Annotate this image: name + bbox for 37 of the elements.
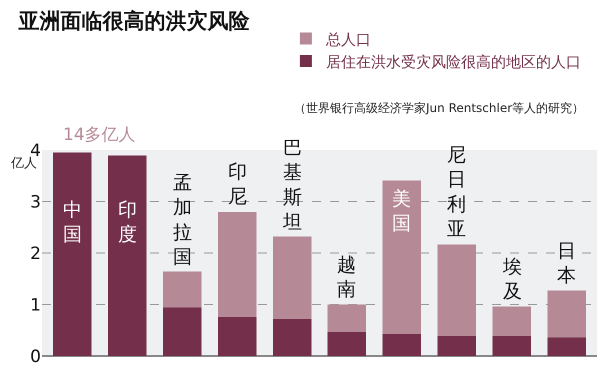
bar xyxy=(108,156,146,356)
chart-title: 亚洲面临很高的洪灾风险 xyxy=(17,8,250,33)
text: 14多亿人 xyxy=(63,125,136,145)
x-tick-label: 美国 xyxy=(392,188,411,235)
bar xyxy=(548,290,586,338)
x-tick-label: 日本 xyxy=(557,240,576,287)
x-tick-label: 印尼 xyxy=(228,161,247,208)
bar xyxy=(382,180,422,334)
legend-label: 居住在洪水受灾风险很高的地区的人口 xyxy=(326,52,581,71)
bar xyxy=(52,152,92,356)
bar xyxy=(162,272,202,308)
y-tick-label: 0 xyxy=(30,346,41,367)
bar xyxy=(328,332,366,356)
x-tick-label: 巴基斯坦 xyxy=(282,137,302,234)
x-tick-label: 孟加拉国 xyxy=(173,172,192,268)
bar xyxy=(272,236,312,319)
x-tick-label: 中国 xyxy=(63,199,82,246)
x-tick-label: 越南 xyxy=(337,254,356,301)
y-tick-label: 3 xyxy=(30,192,41,212)
x-tick-label: 印度 xyxy=(118,199,137,246)
bar xyxy=(328,304,366,332)
chart-subtitle: （世界银行高级经济学家Jun Rentschler等人的研究） xyxy=(294,101,584,115)
y-tick-label: 1 xyxy=(30,295,41,316)
bar xyxy=(492,336,532,356)
bar xyxy=(438,244,476,336)
bar xyxy=(548,337,586,356)
y-tick-label: 2 xyxy=(30,244,41,264)
x-tick-label: 埃及 xyxy=(502,256,522,303)
bar xyxy=(492,306,532,336)
legend-label: 总人口 xyxy=(324,30,371,48)
bar xyxy=(218,212,256,317)
bar xyxy=(382,334,422,356)
x-tick-label: 尼日利亚 xyxy=(447,144,466,240)
bar xyxy=(272,318,312,356)
bar xyxy=(438,336,476,356)
bar xyxy=(162,308,202,356)
bar xyxy=(218,316,256,356)
